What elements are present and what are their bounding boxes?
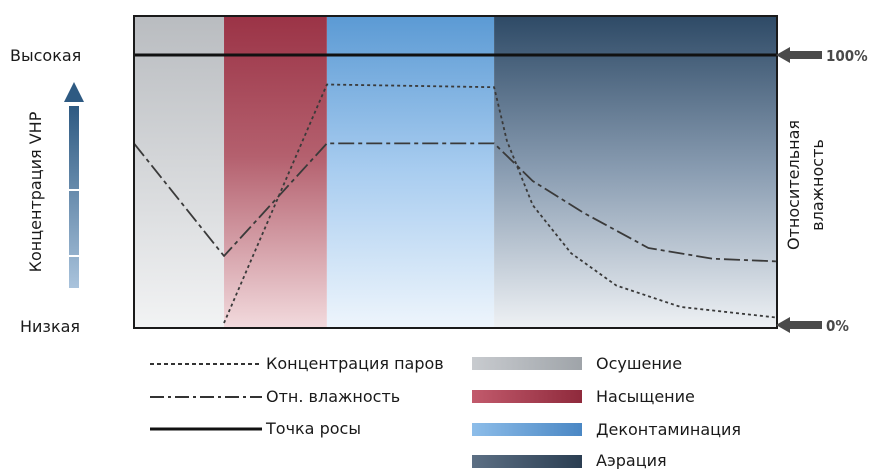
phase-band [326, 16, 495, 328]
arrow-left-icon-top [776, 47, 822, 63]
legend-line-label: Точка росы [265, 419, 361, 438]
plot-frame [133, 15, 778, 329]
label-high: Высокая [10, 46, 81, 65]
pct-bottom: 0% [826, 317, 849, 335]
legend-swatch-saturation [472, 390, 582, 403]
legend-swatch-drying [472, 357, 582, 370]
right-axis-label-line1: Относительная [784, 120, 803, 250]
label-low: Низкая [20, 317, 80, 336]
legend-swatch-aeration [472, 455, 582, 468]
legend-line-label: Отн. влажность [266, 387, 400, 406]
vhp-arrow-icon [64, 82, 84, 288]
legend-phase-label: Осушение [596, 354, 682, 373]
phase-band [134, 16, 225, 328]
pct-top: 100% [826, 47, 868, 65]
phase-band [224, 16, 327, 328]
legend-phases: Осушение Насыщение Деконтаминация Аэраци… [472, 354, 741, 469]
legend-swatch-decontamination [472, 423, 582, 436]
series-line-dashdot [133, 142, 778, 263]
legend-phase-label: Деконтаминация [596, 420, 741, 439]
arrow-left-icon-bottom [776, 317, 822, 333]
legend-lines: Концентрация паров Отн. влажность Точка … [150, 354, 444, 438]
legend-phase-label: Аэрация [596, 451, 667, 469]
series-lines [133, 53, 778, 324]
right-axis-label-line2: влажность [808, 139, 827, 231]
phase-band [494, 16, 777, 328]
legend-phase-label: Насыщение [596, 387, 695, 406]
phase-bands [134, 16, 777, 328]
left-axis-label: Концентрация VHP [26, 111, 45, 272]
legend-line-label: Концентрация паров [266, 354, 444, 373]
